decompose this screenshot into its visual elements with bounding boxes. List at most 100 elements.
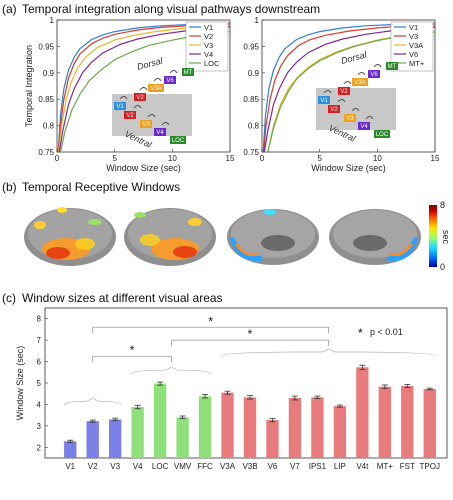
- a1-series-v1: [57, 22, 231, 153]
- inset-a1-area-label: V1: [116, 104, 124, 110]
- inset-a2-connector-arrow: [365, 116, 374, 120]
- c-ytick-label: 7: [37, 336, 42, 345]
- inset-a2-area-label: V4: [360, 124, 368, 130]
- c-ytick-label: 8: [37, 315, 42, 324]
- c-category-label: V2: [88, 462, 98, 471]
- c-ytick-label: 2: [37, 443, 42, 452]
- inset-a1-area-label: V6: [166, 78, 174, 84]
- inset-a2-connector-arrow: [337, 99, 346, 103]
- panel-c-label: (c): [2, 291, 16, 305]
- c-bar-mt: [378, 386, 392, 458]
- a1-series-v4: [58, 26, 231, 153]
- inset-a1-connector-arrow: [153, 78, 162, 82]
- a1-ytick-label: 0.85: [38, 95, 54, 104]
- a1-legend-label: V3: [204, 41, 213, 50]
- colorbar-min-label: 0: [440, 262, 445, 272]
- brain-medial-right: [329, 209, 421, 265]
- a2-ytick-label: 1: [255, 16, 260, 25]
- inset-a1-area-label: V3: [142, 122, 150, 128]
- inset-a2-area-label: V6: [370, 72, 378, 78]
- c-category-label: V1: [65, 462, 75, 471]
- a1-ytick-label: 0.9: [43, 69, 55, 78]
- inset-a2-area-box: [386, 62, 398, 70]
- c-significance-star: *: [248, 327, 253, 341]
- a1-ytick-label: 1: [50, 16, 55, 25]
- c-significance-star: *: [130, 343, 135, 357]
- panel-b-label: (b): [2, 180, 17, 194]
- inset-a2-connector-arrow: [373, 64, 382, 68]
- a1-legend-label: V1: [204, 23, 213, 32]
- c-ytick-label: 4: [37, 400, 42, 409]
- c-bar-v6: [266, 420, 279, 458]
- c-bar-ips1: [311, 397, 324, 458]
- c-group-brace: [220, 348, 437, 357]
- inset-a1-area-box: [124, 111, 136, 119]
- a1-x-axis-label: Window Size (sec): [106, 163, 181, 173]
- inset-a2-area-label: V3: [346, 116, 354, 122]
- c-bar-fst: [401, 386, 414, 458]
- a2-xtick-label: 5: [317, 154, 322, 163]
- inset-a2-area-label: V3A: [354, 80, 365, 86]
- c-category-label: FST: [400, 462, 415, 471]
- inset-a2-area-box: [358, 122, 370, 130]
- brain-medial-left: [227, 209, 319, 265]
- inset-a1-connector-arrow: [119, 96, 128, 100]
- c-ytick-label: 6: [37, 358, 42, 367]
- inset-a2-area-label: V2: [330, 107, 338, 113]
- inset-a2-connector-arrow: [357, 72, 366, 76]
- a2-xtick-label: 0: [260, 154, 265, 163]
- colorbar-unit-label: sec: [441, 230, 451, 245]
- c-group-brace: [63, 397, 122, 406]
- inset-a2-area-label: MT: [388, 64, 397, 70]
- c-bar-tpoj: [423, 389, 436, 458]
- inset-a1-area-box: [164, 76, 176, 84]
- a1-ytick-label: 0.95: [38, 42, 54, 51]
- c-bar-v3a: [221, 392, 234, 458]
- window-size-bar-chart: 2 3 4 5 6 7 8 Window Size (sec) V1 V2 V3 V4 LOC VMV FF…: [15, 307, 448, 471]
- c-category-label: FFC: [197, 462, 213, 471]
- a1-legend-label: LOC: [204, 59, 220, 68]
- inset-a1-area-box: [154, 128, 166, 136]
- a1-legend-label: V4: [204, 50, 213, 59]
- panel-a-title: Temporal integration along visual pathwa…: [22, 2, 320, 16]
- c-bar-loc: [153, 383, 167, 458]
- c-bar-vmv: [176, 417, 189, 458]
- c-group-brace: [131, 366, 212, 375]
- inset-a1-area-label: V2: [136, 95, 144, 101]
- a2-x-axis-label: Window Size (sec): [311, 163, 386, 173]
- a2-legend-label: MT+: [409, 59, 425, 68]
- inset-a2-area-label: V2: [340, 89, 348, 95]
- inset-a2-area-label: LOC: [376, 132, 389, 138]
- c-category-label: V3A: [220, 462, 236, 471]
- brain-lateral-right: [124, 208, 216, 266]
- c-category-label: VMV: [174, 462, 192, 471]
- a2-xtick-label: 15: [431, 154, 440, 163]
- c-bar-ffc: [198, 396, 212, 458]
- c-category-label: LOC: [152, 462, 169, 471]
- c-ytick-label: 5: [37, 379, 42, 388]
- inset-a1-area-label: MT: [184, 70, 193, 76]
- c-category-label: MT+: [377, 462, 394, 471]
- a2-ytick-label: 0.9: [248, 69, 260, 78]
- panel-a-label: (a): [2, 2, 17, 16]
- inset-a2-area-box: [344, 114, 356, 122]
- c-category-label: V7: [290, 462, 300, 471]
- c-bar-v4t: [356, 367, 369, 458]
- a2-series-v6: [263, 26, 436, 153]
- inset-a2-area-box: [328, 105, 340, 113]
- c-category-label: TPOJ: [420, 462, 440, 471]
- inset-a1-area-box: [140, 120, 152, 128]
- inset-a2-area-label: V1: [320, 98, 328, 104]
- brain-maps: [24, 207, 421, 266]
- inset-a1-area-label: V3A: [150, 86, 161, 92]
- c-legend-star: *: [358, 326, 363, 340]
- c-legend-text: p < 0.01: [370, 327, 403, 337]
- panel-c-title: Window sizes at different visual areas: [22, 291, 223, 305]
- c-category-label: V3B: [242, 462, 257, 471]
- inset-a1-area-label: V4: [156, 130, 164, 136]
- inset-a2-connector-arrow: [343, 81, 352, 85]
- c-category-label: LIP: [334, 462, 346, 471]
- c-category-label: V6: [268, 462, 278, 471]
